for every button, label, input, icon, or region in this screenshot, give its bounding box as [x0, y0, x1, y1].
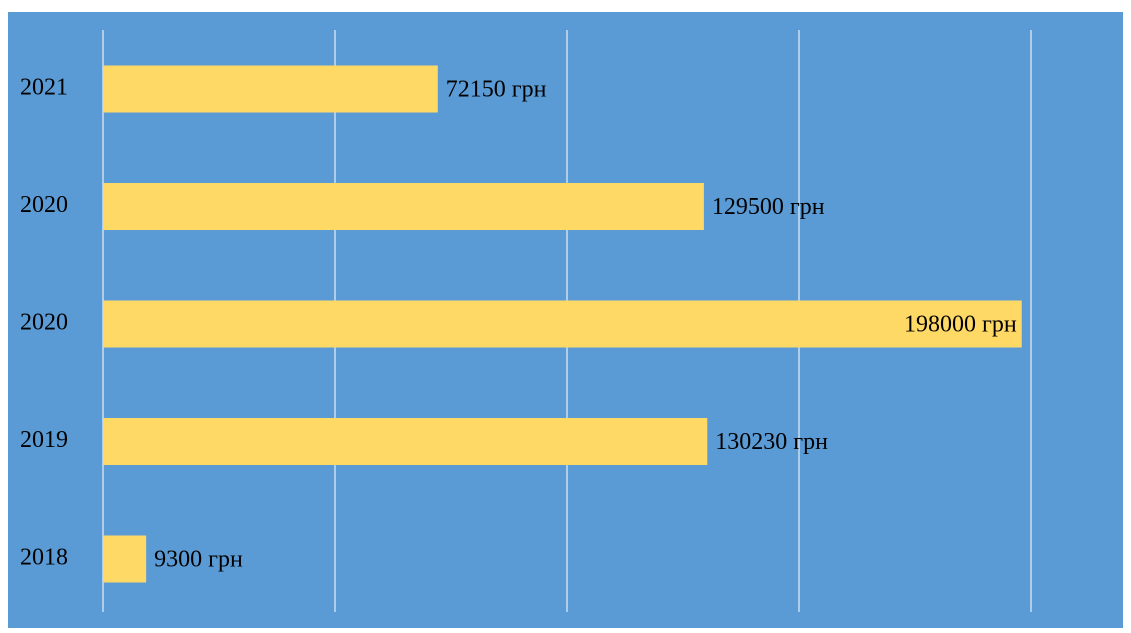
bar [103, 183, 704, 230]
data-label: 72150 грн [446, 77, 547, 103]
bar [103, 65, 438, 113]
data-label: 129500 грн [712, 194, 825, 220]
data-label: 9300 грн [154, 547, 243, 573]
category-label: 2020 [20, 192, 68, 218]
category-label: 2021 [20, 75, 68, 101]
data-label: 130230 грн [715, 429, 828, 455]
bar [103, 535, 147, 583]
bar [103, 418, 708, 465]
bar [103, 300, 1022, 348]
data-label: 198000 грн [904, 312, 1017, 338]
category-labels: 2021 2020 2020 2019 2018 [20, 75, 68, 571]
bars [103, 65, 1022, 583]
category-label: 2020 [20, 310, 68, 336]
category-label: 2019 [20, 427, 68, 453]
data-labels: 72150 грн 129500 грн 198000 грн 130230 грн 9… [154, 77, 1017, 573]
category-label: 2018 [20, 545, 68, 571]
